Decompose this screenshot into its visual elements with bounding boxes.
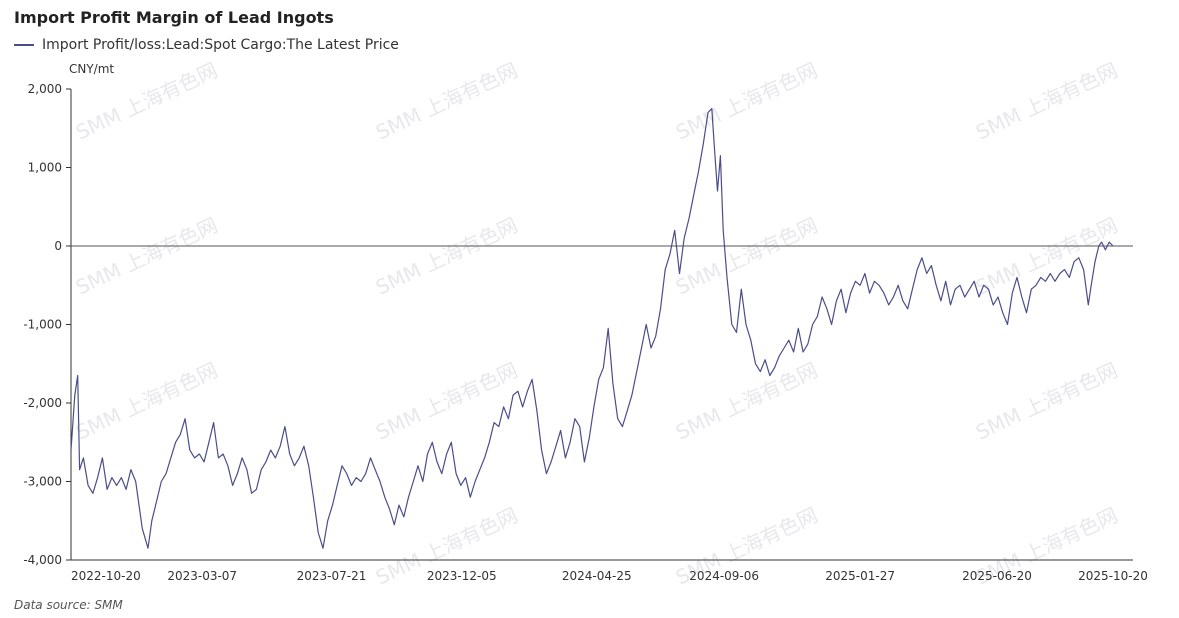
x-axis-ticks: 2022-10-20 2023-03-07 2023-07-21 2023-12-05… — [71, 569, 1148, 583]
x-tick-label: 2023-07-21 — [297, 569, 367, 583]
y-tick-label: -3,000 — [23, 475, 62, 489]
y-tick-label: 2,000 — [28, 82, 62, 96]
x-tick-label: 2024-04-25 — [562, 569, 632, 583]
watermark-text: SMM 上海有色网 — [672, 358, 821, 445]
x-tick-label: 2025-06-20 — [962, 569, 1032, 583]
axes — [70, 89, 1133, 561]
watermark-text: SMM 上海有色网 — [372, 58, 521, 145]
watermark-text: SMM 上海有色网 — [972, 58, 1121, 145]
watermark-text: SMM 上海有色网 — [72, 213, 221, 300]
watermark-layer: SMM 上海有色网 SMM 上海有色网 SMM 上海有色网 SMM 上海有色网 SMM … — [72, 58, 1121, 590]
watermark-text: SMM 上海有色网 — [972, 358, 1121, 445]
watermark-text: SMM 上海有色网 — [72, 58, 221, 145]
chart-title: Import Profit Margin of Lead Ingots — [14, 8, 334, 27]
y-axis-unit: CNY/mt — [69, 62, 115, 76]
x-tick-label: 2024-09-06 — [689, 569, 759, 583]
watermark-text: SMM 上海有色网 — [672, 58, 821, 145]
y-tick-label: 1,000 — [28, 161, 62, 175]
series-layer — [70, 108, 1114, 549]
y-tick-label: -4,000 — [23, 553, 62, 567]
watermark-text: SMM 上海有色网 — [672, 213, 821, 300]
x-tick-label: 2023-12-05 — [427, 569, 497, 583]
legend-label: Import Profit/loss:Lead:Spot Cargo:The L… — [42, 37, 399, 53]
data-source: Data source: SMM — [14, 598, 123, 612]
x-tick-label: 2023-03-07 — [167, 569, 237, 583]
watermark-text: SMM 上海有色网 — [372, 358, 521, 445]
series-line-import-profit[interactable] — [70, 108, 1114, 549]
watermark-text: SMM 上海有色网 — [972, 213, 1121, 300]
legend[interactable]: Import Profit/loss:Lead:Spot Cargo:The L… — [14, 37, 399, 53]
y-tick-label: -1,000 — [23, 318, 62, 332]
x-tick-label: 2025-01-27 — [825, 569, 895, 583]
y-tick-label: -2,000 — [23, 396, 62, 410]
watermark-text: SMM 上海有色网 — [72, 358, 221, 445]
watermark-text: SMM 上海有色网 — [372, 213, 521, 300]
legend-swatch — [14, 44, 34, 46]
x-tick-label: 2025-10-20 — [1078, 569, 1148, 583]
y-tick-label: 0 — [54, 239, 62, 253]
y-axis-ticks: 2,000 1,000 0 -1,000 -2,000 -3,000 -4,000 — [23, 82, 71, 567]
x-tick-label: 2022-10-20 — [71, 569, 141, 583]
